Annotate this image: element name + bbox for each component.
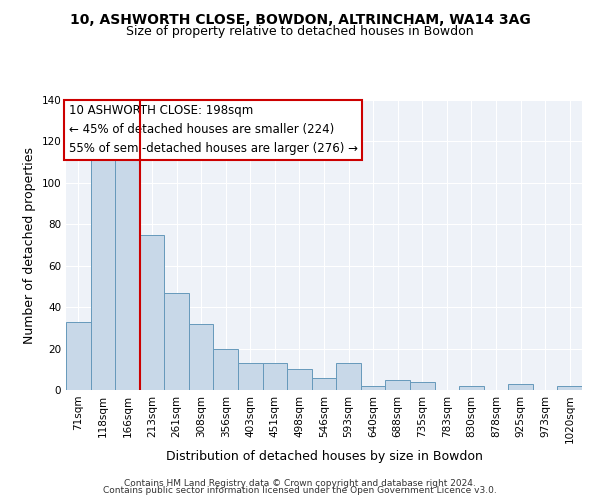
Text: Contains HM Land Registry data © Crown copyright and database right 2024.: Contains HM Land Registry data © Crown c… [124,478,476,488]
Bar [66,322,91,390]
Bar [189,324,214,390]
Bar [312,378,336,390]
Bar [336,363,361,390]
Bar [385,380,410,390]
Bar [459,386,484,390]
Bar [557,386,582,390]
Bar [115,152,140,390]
Bar [410,382,434,390]
Bar [361,386,385,390]
Bar [287,370,312,390]
Bar [238,363,263,390]
X-axis label: Distribution of detached houses by size in Bowdon: Distribution of detached houses by size … [166,450,482,464]
Y-axis label: Number of detached properties: Number of detached properties [23,146,36,344]
Bar [508,384,533,390]
Text: 10, ASHWORTH CLOSE, BOWDON, ALTRINCHAM, WA14 3AG: 10, ASHWORTH CLOSE, BOWDON, ALTRINCHAM, … [70,12,530,26]
Bar [91,158,115,390]
Text: Size of property relative to detached houses in Bowdon: Size of property relative to detached ho… [126,25,474,38]
Bar [214,348,238,390]
Bar [140,234,164,390]
Bar [263,363,287,390]
Text: 10 ASHWORTH CLOSE: 198sqm
← 45% of detached houses are smaller (224)
55% of semi: 10 ASHWORTH CLOSE: 198sqm ← 45% of detac… [68,104,358,156]
Text: Contains public sector information licensed under the Open Government Licence v3: Contains public sector information licen… [103,486,497,495]
Bar [164,292,189,390]
